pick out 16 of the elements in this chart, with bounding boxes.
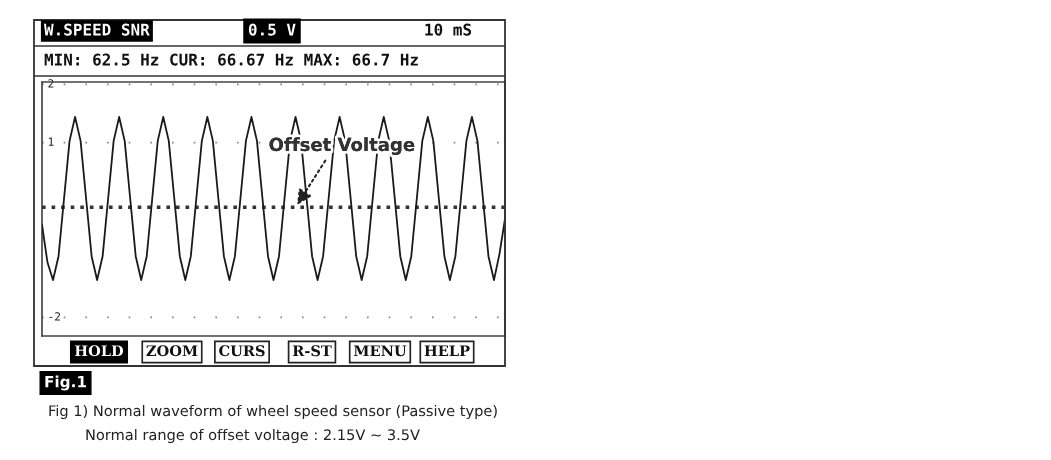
y-tick-label: -2 <box>49 312 60 321</box>
text: MENU <box>353 345 407 357</box>
chart-subtitle: MIN: 62.5 Hz CUR: 66.67 Hz MAX: 66.7 Hz <box>44 53 418 66</box>
text: HELP <box>424 345 470 357</box>
text: R-ST <box>292 345 332 357</box>
line-series <box>42 116 505 281</box>
text: Normal range of offset voltage : 2.15V ~ 3.5V <box>86 428 420 444</box>
text: CURS <box>219 345 265 357</box>
caption: Fig 1) Normal waveform of wheel speed sensor (Passive type) <box>49 404 497 420</box>
text: 10 mS <box>425 23 472 36</box>
caption: Fig.1 <box>45 375 86 391</box>
text: 0.5 V <box>248 23 296 36</box>
y-tick-label: 1 <box>48 137 54 146</box>
text: ZOOM <box>146 345 198 357</box>
chart-title: W.SPEED SNR <box>44 23 150 36</box>
text: HOLD <box>74 345 124 357</box>
